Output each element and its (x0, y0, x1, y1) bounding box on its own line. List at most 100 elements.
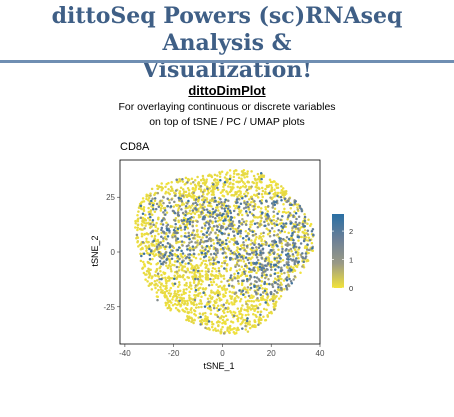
cell-point (191, 264, 194, 268)
cell-point (197, 196, 201, 199)
cell-point (280, 266, 283, 270)
cell-point (296, 223, 299, 227)
cell-point (156, 239, 159, 243)
cell-point (193, 267, 197, 270)
cell-point (209, 239, 213, 243)
cell-point (239, 312, 242, 316)
cell-point (165, 211, 169, 214)
cell-point (170, 180, 173, 184)
cell-point (253, 243, 256, 247)
cell-point (289, 206, 293, 210)
cell-point (162, 231, 166, 234)
cell-point (250, 185, 253, 188)
cell-point (230, 320, 233, 323)
cell-point (162, 260, 166, 264)
cell-point (162, 239, 165, 243)
cell-point (145, 222, 148, 225)
cell-point (278, 222, 282, 225)
cell-point (150, 235, 154, 238)
cell-point (197, 181, 201, 185)
cell-point (193, 318, 196, 322)
cell-point (144, 213, 147, 217)
cell-point (253, 275, 256, 279)
cell-point (210, 199, 213, 203)
cell-point (244, 274, 248, 278)
cell-point (214, 199, 217, 203)
cell-point (208, 237, 212, 240)
cell-point (256, 310, 260, 314)
cell-point (252, 313, 255, 316)
cell-point (297, 257, 300, 260)
cell-point (240, 179, 244, 182)
cell-point (286, 217, 289, 221)
cell-point (151, 252, 155, 256)
cell-point (211, 256, 215, 260)
cell-point (192, 216, 195, 219)
cell-point (176, 255, 180, 258)
cell-point (273, 222, 276, 225)
cell-point (232, 302, 236, 306)
cell-point (140, 228, 143, 231)
cell-point (242, 260, 246, 263)
cell-point (251, 234, 255, 237)
cell-point (199, 178, 203, 182)
cell-point (162, 217, 166, 220)
cell-point (203, 196, 206, 199)
cell-point (263, 220, 266, 224)
cell-point (233, 236, 237, 240)
cell-point (196, 277, 200, 281)
cell-point (180, 297, 184, 300)
cell-point (282, 222, 285, 225)
cell-point (208, 201, 211, 204)
cell-point (231, 279, 234, 282)
cell-point (263, 264, 267, 267)
cell-point (220, 224, 223, 228)
cell-point (208, 211, 212, 215)
cell-point (159, 290, 163, 294)
cell-point (147, 206, 150, 210)
cell-point (236, 317, 239, 321)
cell-point (224, 291, 228, 295)
cell-point (280, 229, 283, 233)
cell-point (214, 231, 217, 234)
cell-point (180, 240, 184, 243)
cell-point (152, 223, 155, 227)
cell-point (205, 213, 208, 217)
cell-point (173, 264, 176, 267)
cell-point (200, 230, 203, 233)
cell-point (181, 265, 185, 268)
cell-point (223, 232, 226, 236)
cell-point (236, 271, 240, 275)
cell-point (279, 191, 282, 194)
cell-point (181, 180, 185, 183)
cell-point (250, 304, 254, 307)
cell-point (254, 238, 257, 241)
cell-point (184, 176, 188, 180)
cell-point (215, 306, 219, 310)
cell-point (264, 243, 268, 247)
cell-point (237, 193, 241, 197)
cell-point (221, 194, 224, 197)
cell-point (276, 212, 279, 215)
cell-point (178, 240, 182, 243)
cell-point (184, 225, 187, 229)
cell-point (304, 257, 307, 260)
cell-point (283, 192, 286, 195)
cell-point (134, 221, 137, 225)
cell-point (204, 326, 207, 330)
cell-point (135, 237, 138, 240)
cell-point (310, 230, 314, 233)
cell-point (241, 279, 245, 283)
cell-point (190, 177, 194, 180)
cell-point (175, 178, 178, 181)
cell-point (303, 232, 306, 235)
cell-point (179, 253, 182, 256)
cell-point (272, 297, 275, 301)
cell-point (197, 207, 200, 211)
cell-point (142, 208, 145, 211)
cell-point (174, 189, 178, 192)
cell-point (210, 289, 213, 292)
cell-point (244, 295, 247, 299)
cell-point (223, 287, 226, 290)
cell-point (159, 285, 162, 289)
